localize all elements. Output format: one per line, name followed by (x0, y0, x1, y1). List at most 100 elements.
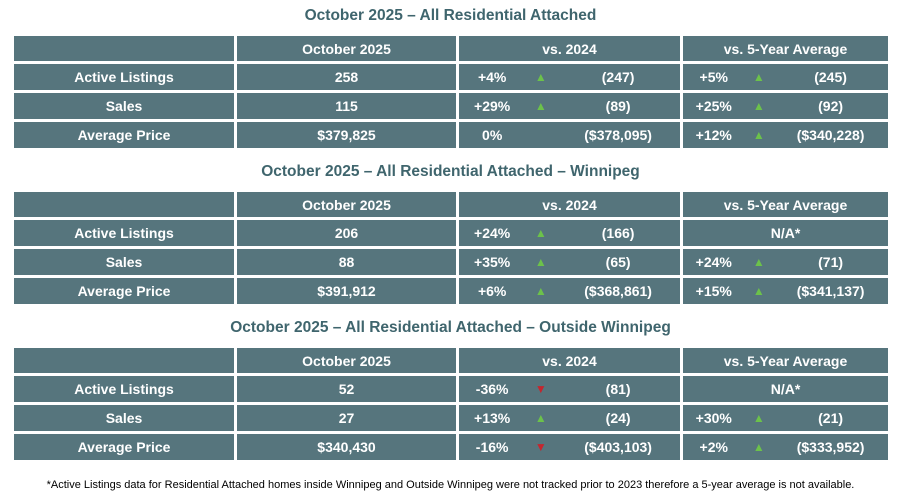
stats-table: October 2025 vs. 2024 vs. 5-Year Average… (14, 348, 888, 460)
pct-value: +5% (699, 69, 728, 85)
vs-5yr-cell-na: N/A* (683, 220, 888, 246)
vs-2024-cell: -36% ▼ (81) (459, 376, 680, 402)
column-header-vs-5yr: vs. 5-Year Average (683, 348, 888, 373)
vs-2024-cell: +24% ▲ (166) (459, 220, 680, 246)
column-header-vs-5yr: vs. 5-Year Average (683, 192, 888, 217)
current-value-cell: $391,912 (237, 278, 456, 304)
reference-value: (65) (605, 254, 631, 270)
column-header-blank (14, 192, 234, 217)
pct-value: -36% (475, 381, 509, 397)
vs-2024-cell: +35% ▲ (65) (459, 249, 680, 275)
trend-arrow-icon: ▲ (534, 70, 547, 84)
column-header-vs-2024: vs. 2024 (459, 348, 680, 373)
pct-value: +15% (695, 283, 732, 299)
vs-5yr-cell: +25% ▲ (92) (683, 93, 888, 119)
reference-value: (89) (605, 98, 631, 114)
row-label: Average Price (14, 434, 234, 460)
trend-arrow-icon: ▲ (752, 411, 765, 425)
reference-value: ($341,137) (796, 283, 865, 299)
pct-value: +35% (474, 254, 511, 270)
column-header-october-2025: October 2025 (237, 348, 456, 373)
pct-value: +2% (699, 439, 728, 455)
pct-value: +29% (474, 98, 511, 114)
vs-5yr-cell: +5% ▲ (245) (683, 64, 888, 90)
trend-arrow-icon: ▲ (752, 440, 765, 454)
stats-table: October 2025 vs. 2024 vs. 5-Year Average… (14, 192, 888, 304)
current-value-cell: $379,825 (237, 122, 456, 148)
vs-2024-cell: +6% ▲ ($368,861) (459, 278, 680, 304)
current-value-cell: 258 (237, 64, 456, 90)
trend-arrow-icon: ▲ (534, 255, 547, 269)
row-label: Average Price (14, 122, 234, 148)
trend-arrow-icon: ▲ (534, 411, 547, 425)
trend-arrow-icon: ▲ (752, 70, 765, 84)
current-value-cell: 88 (237, 249, 456, 275)
current-value-cell: 115 (237, 93, 456, 119)
pct-value: +30% (695, 410, 732, 426)
reference-value: ($333,952) (796, 439, 865, 455)
footnote-text: *Active Listings data for Residential At… (46, 479, 855, 491)
column-header-blank (14, 36, 234, 61)
vs-5yr-cell-na: N/A* (683, 376, 888, 402)
trend-arrow-icon: ▲ (534, 284, 547, 298)
row-label: Sales (14, 93, 234, 119)
vs-2024-cell: +13% ▲ (24) (459, 405, 680, 431)
trend-arrow-icon: ▲ (752, 255, 765, 269)
reference-value: ($368,861) (584, 283, 652, 299)
trend-arrow-icon: ▲ (534, 226, 547, 240)
column-header-vs-2024: vs. 2024 (459, 36, 680, 61)
table-title: October 2025 – All Residential Attached (304, 7, 597, 24)
reference-value: ($378,095) (584, 127, 652, 143)
stats-table: October 2025 vs. 2024 vs. 5-Year Average… (14, 36, 888, 148)
vs-5yr-cell: +30% ▲ (21) (683, 405, 888, 431)
reference-value: (81) (605, 381, 631, 397)
section-winnipeg: October 2025 – All Residential Attached … (0, 162, 901, 304)
reference-value: (247) (601, 69, 635, 85)
vs-5yr-cell: +24% ▲ (71) (683, 249, 888, 275)
reference-value: (166) (601, 225, 635, 241)
column-header-vs-5yr: vs. 5-Year Average (683, 36, 888, 61)
table-title: October 2025 – All Residential Attached … (261, 163, 640, 180)
column-header-blank (14, 348, 234, 373)
reference-value: (21) (818, 410, 844, 426)
reference-value: (92) (818, 98, 844, 114)
vs-2024-cell: +4% ▲ (247) (459, 64, 680, 90)
column-header-vs-2024: vs. 2024 (459, 192, 680, 217)
vs-2024-cell: +29% ▲ (89) (459, 93, 680, 119)
row-label: Sales (14, 405, 234, 431)
vs-5yr-cell: +12% ▲ ($340,228) (683, 122, 888, 148)
current-value-cell: 52 (237, 376, 456, 402)
report-page: October 2025 – All Residential Attached … (0, 6, 901, 491)
trend-arrow-icon: ▲ (752, 284, 765, 298)
pct-value: +24% (695, 254, 732, 270)
reference-value: ($340,228) (796, 127, 865, 143)
current-value-cell: $340,430 (237, 434, 456, 460)
trend-arrow-icon: ▼ (534, 440, 547, 454)
pct-value: +13% (474, 410, 511, 426)
row-label: Active Listings (14, 220, 234, 246)
reference-value: (71) (818, 254, 844, 270)
pct-value: +24% (474, 225, 511, 241)
section-outside-winnipeg: October 2025 – All Residential Attached … (0, 318, 901, 460)
pct-value: +6% (477, 283, 507, 299)
table-title: October 2025 – All Residential Attached … (230, 319, 671, 336)
trend-arrow-icon: ▲ (752, 128, 765, 142)
trend-arrow-icon: ▲ (752, 99, 765, 113)
row-label: Sales (14, 249, 234, 275)
section-all-residential-attached: October 2025 – All Residential Attached … (0, 6, 901, 148)
vs-5yr-cell: +15% ▲ ($341,137) (683, 278, 888, 304)
pct-value: +12% (695, 127, 732, 143)
pct-value: -16% (475, 439, 509, 455)
pct-value: 0% (482, 127, 503, 143)
current-value-cell: 27 (237, 405, 456, 431)
pct-value: +4% (477, 69, 507, 85)
row-label: Active Listings (14, 376, 234, 402)
reference-value: (245) (814, 69, 847, 85)
column-header-october-2025: October 2025 (237, 192, 456, 217)
vs-5yr-cell: +2% ▲ ($333,952) (683, 434, 888, 460)
reference-value: (24) (605, 410, 631, 426)
vs-2024-cell: 0% ($378,095) (459, 122, 680, 148)
trend-arrow-icon: ▼ (534, 382, 547, 396)
trend-arrow-icon: ▲ (534, 99, 547, 113)
reference-value: ($403,103) (584, 439, 652, 455)
